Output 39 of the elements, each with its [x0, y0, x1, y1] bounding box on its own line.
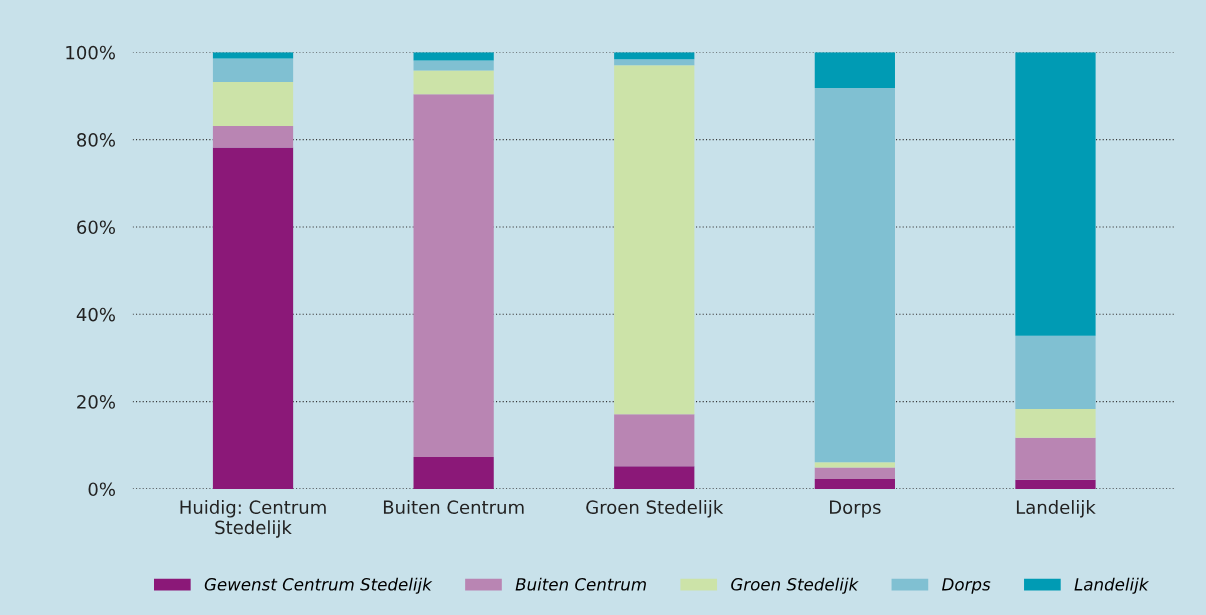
bar [212, 126, 294, 148]
legend-label: Dorps [942, 578, 991, 594]
y-tick-label: 20% [77, 395, 115, 409]
bar [413, 70, 494, 95]
bar [413, 94, 494, 458]
x-tick-label: Huidig: Centrum Stedelijk [180, 500, 326, 538]
bar [814, 467, 895, 479]
y-tick-label: 40% [76, 307, 115, 322]
bar [814, 462, 895, 468]
x-tick-label: Groen Stedelijk [586, 500, 724, 518]
legend-label: Gewenst Centrum Stedelijk [204, 577, 433, 594]
legend-label: Landelijk [1074, 577, 1150, 594]
bar [814, 88, 895, 463]
bar [614, 65, 695, 415]
y-tick-label: 100% [66, 45, 115, 60]
bar [614, 466, 695, 489]
y-tick-label: 0% [88, 482, 115, 497]
bar [614, 59, 695, 66]
y-tick-label: 60% [77, 220, 115, 235]
bar [212, 147, 294, 489]
bar [614, 414, 695, 467]
bar [1015, 52, 1096, 336]
bar [814, 478, 895, 489]
bar [212, 81, 294, 127]
bar [413, 52, 494, 61]
bar [1015, 335, 1096, 410]
bar [1015, 479, 1096, 489]
x-tick-label: Dorps [830, 500, 881, 518]
legend-label: Buiten Centrum [515, 577, 646, 591]
x-tick-label: Buiten Centrum [383, 500, 524, 515]
bar [413, 457, 494, 489]
legend-label: Groen Stedelijk [731, 577, 859, 594]
x-tick-label: Landelijk [1016, 500, 1096, 518]
y-tick-label: 80% [77, 133, 115, 147]
bar [212, 58, 294, 82]
bar [1015, 437, 1096, 480]
bar [413, 60, 494, 71]
bar [1015, 409, 1096, 438]
bar [814, 52, 895, 89]
